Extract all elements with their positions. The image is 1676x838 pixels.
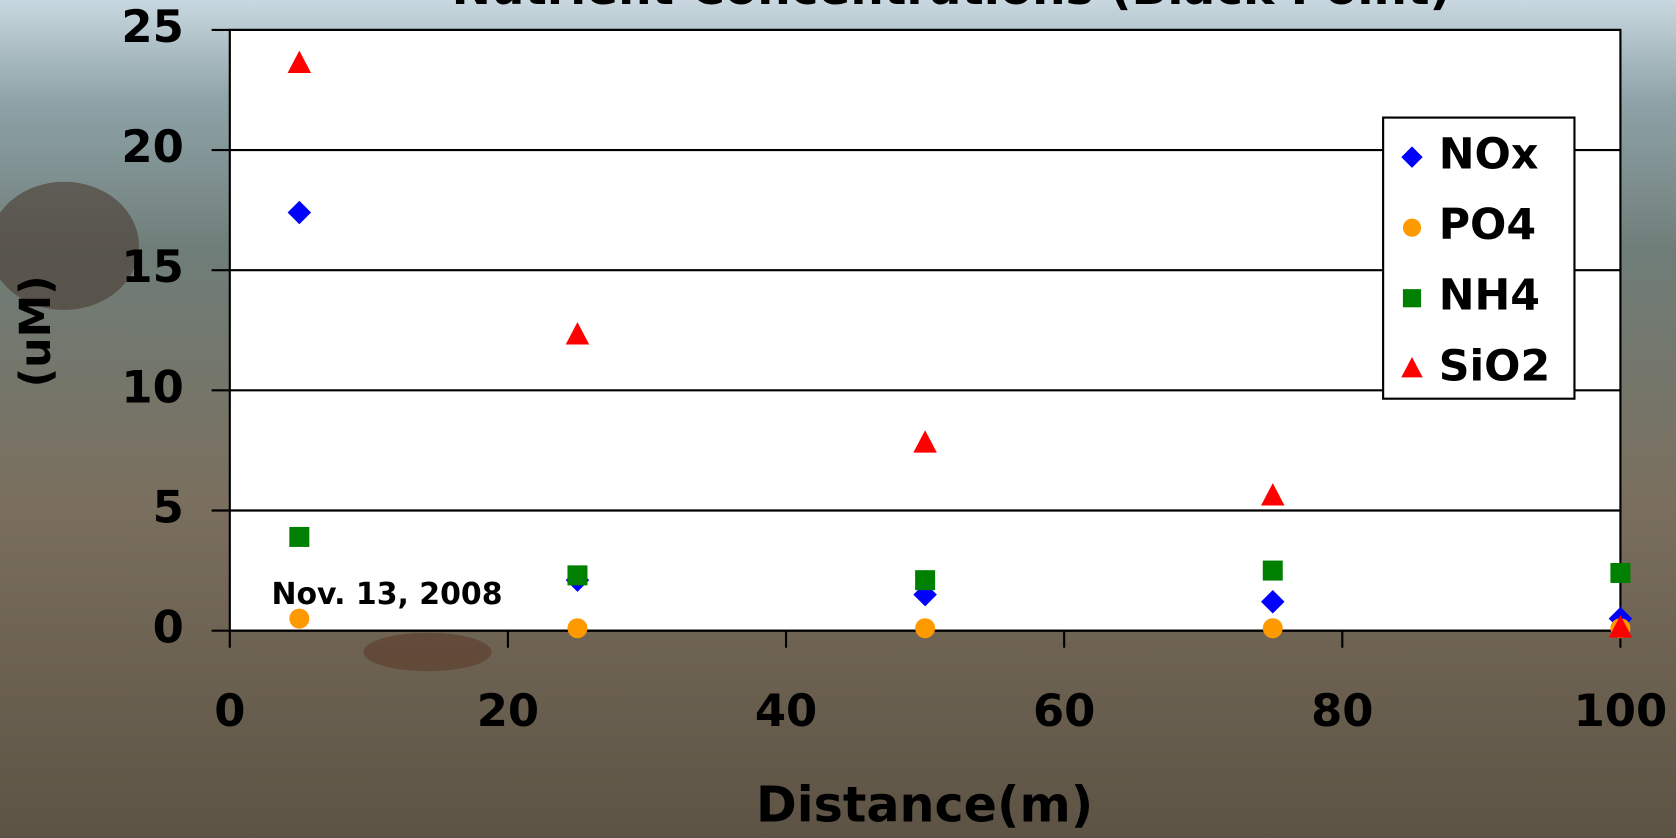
legend-label: NOx (1439, 130, 1539, 180)
x-tick-label: 40 (755, 684, 817, 737)
y-tick-label: 5 (153, 480, 184, 533)
point (1263, 618, 1283, 638)
point (567, 565, 587, 585)
legend-label: SiO2 (1439, 341, 1551, 391)
x-axis-label: Distance(m) (756, 776, 1093, 834)
x-tick-label: 20 (477, 684, 539, 737)
y-tick-label: 10 (121, 360, 183, 413)
rock (363, 633, 491, 671)
x-tick-label: 0 (214, 684, 245, 737)
chart: Nutrient Concentrations (Black Point) (u… (0, 0, 1676, 838)
y-axis-label: (uM) (11, 275, 61, 387)
x-tick-label: 60 (1033, 684, 1095, 737)
legend-label: PO4 (1439, 200, 1536, 250)
legend-marker (1403, 219, 1421, 237)
chart-title: Nutrient Concentrations (Black Point) (452, 0, 1451, 16)
legend-label: NH4 (1439, 271, 1540, 321)
y-tick-label: 20 (121, 120, 183, 173)
point (1263, 561, 1283, 581)
point (289, 527, 309, 547)
point (915, 570, 935, 590)
point (1610, 563, 1630, 583)
legend-marker (1403, 289, 1421, 307)
x-tick-label: 100 (1574, 684, 1668, 737)
x-tick-label: 80 (1311, 684, 1373, 737)
point (915, 618, 935, 638)
y-tick-label: 25 (121, 0, 183, 53)
annotation: Nov. 13, 2008 (271, 577, 502, 612)
point (567, 618, 587, 638)
y-tick-label: 0 (153, 601, 184, 654)
point (289, 609, 309, 629)
y-tick-label: 15 (121, 240, 183, 293)
